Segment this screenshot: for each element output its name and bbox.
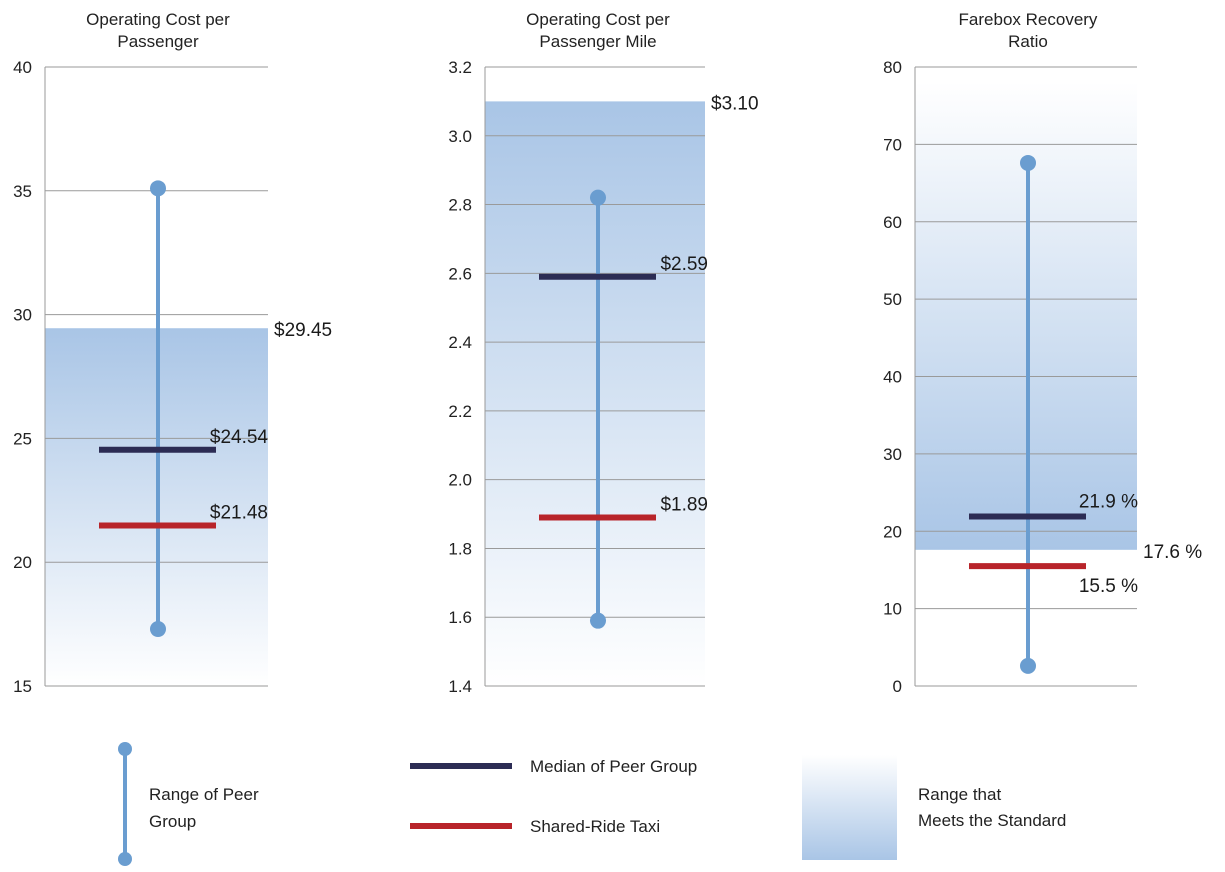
median-value-label: $24.54	[210, 427, 269, 448]
legend-taxi-label: Shared-Ride Taxi	[530, 817, 660, 836]
legend-range-label-1: Range of Peer	[149, 785, 259, 804]
legend-standard: Range that Meets the Standard	[802, 755, 1066, 860]
legend-standard-label-2: Meets the Standard	[918, 811, 1066, 830]
y-tick-label: 15	[13, 677, 32, 696]
legend-median: Median of Peer Group	[410, 757, 697, 776]
y-tick-label: 1.6	[448, 608, 472, 627]
y-tick-label: 80	[883, 58, 902, 77]
legend-median-label: Median of Peer Group	[530, 757, 697, 776]
panel-3: 0 10 20 30 40 50 60 70 80 Farebox Recovery Ratio 21…	[883, 10, 1202, 696]
y-tick-label: 2.0	[448, 471, 472, 490]
standard-value-label: $3.10	[711, 93, 759, 114]
legend-range-bottom-dot	[118, 852, 132, 866]
taxi-value-label: 15.5 %	[1079, 576, 1138, 597]
panel-title: Operating Cost per	[86, 10, 230, 29]
peer-range-min-dot	[590, 612, 606, 629]
panel-title: Passenger	[117, 32, 199, 51]
panel-2: 1.4 1.6 1.8 2.0 2.2 2.4 2.6 2.8 3.0 3.2 Operating …	[448, 10, 758, 696]
y-tick-label: 1.8	[448, 539, 472, 558]
peer-range-max-dot	[590, 189, 606, 206]
panel-title: Farebox Recovery	[959, 10, 1098, 29]
panel-1: 15 20 25 30 35 40 Operating Cost per Passenger $…	[13, 10, 332, 696]
y-tick-label: 2.8	[448, 196, 472, 215]
y-tick-label: 25	[13, 429, 32, 448]
y-tick-label: 30	[883, 445, 902, 464]
legend-range-top-dot	[118, 742, 132, 756]
legend-standard-swatch	[802, 755, 897, 860]
y-tick-label: 10	[883, 600, 902, 619]
panel-title: Passenger Mile	[539, 32, 656, 51]
y-tick-label: 20	[883, 522, 902, 541]
y-tick-label: 40	[13, 58, 32, 77]
legend: Range of Peer Group Median of Peer Group…	[118, 742, 1066, 866]
legend-range-label-2: Group	[149, 812, 196, 831]
legend-standard-label-1: Range that	[918, 785, 1001, 804]
y-tick-label: 2.4	[448, 333, 472, 352]
panel-title: Operating Cost per	[526, 10, 670, 29]
y-tick-label: 0	[893, 677, 902, 696]
standard-value-label: $29.45	[274, 320, 332, 341]
y-tick-label: 3.2	[448, 58, 472, 77]
peer-range-min-dot	[1020, 657, 1036, 674]
panel-title: Ratio	[1008, 32, 1048, 51]
y-tick-label: 2.2	[448, 402, 472, 421]
legend-taxi: Shared-Ride Taxi	[410, 817, 660, 836]
y-tick-label: 70	[883, 135, 902, 154]
y-tick-label: 2.6	[448, 264, 472, 283]
peer-range-max-dot	[1020, 154, 1036, 171]
y-tick-label: 50	[883, 290, 902, 309]
y-tick-label: 20	[13, 553, 32, 572]
peer-range-max-dot	[150, 180, 166, 197]
standard-value-label: 17.6 %	[1143, 542, 1202, 563]
median-value-label: $2.59	[660, 254, 708, 275]
y-tick-label: 40	[883, 368, 902, 387]
peer-range-min-dot	[150, 621, 166, 638]
y-tick-label: 35	[13, 182, 32, 201]
taxi-value-label: $21.48	[210, 503, 268, 524]
legend-range: Range of Peer Group	[118, 742, 259, 866]
y-tick-label: 30	[13, 306, 32, 325]
y-tick-label: 1.4	[448, 677, 472, 696]
median-value-label: 21.9 %	[1079, 492, 1138, 513]
y-tick-label: 3.0	[448, 127, 472, 146]
standard-band	[485, 101, 705, 686]
taxi-value-label: $1.89	[660, 494, 708, 515]
y-tick-label: 60	[883, 213, 902, 232]
